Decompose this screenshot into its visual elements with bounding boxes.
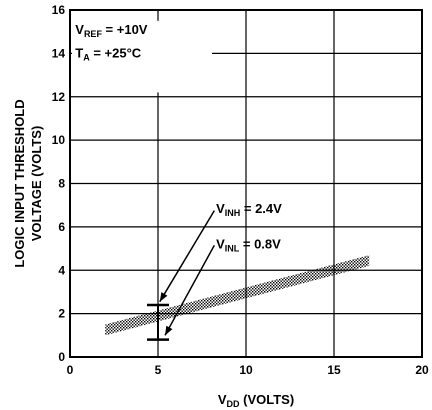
x-tick-label: 10 <box>239 363 253 377</box>
y-tick-label: 10 <box>52 133 66 147</box>
arrow-vinl-head <box>165 325 173 336</box>
grid-lines <box>70 10 422 357</box>
condition-ta-sub: A <box>83 53 90 63</box>
label-vinh-sub: INH <box>225 208 241 218</box>
label-vinh-rest: = 2.4V <box>240 201 282 216</box>
label-vinl-sub: INL <box>225 244 240 254</box>
x-axis-title-sub: DD <box>227 399 240 409</box>
threshold-band-layer <box>105 255 370 336</box>
condition-vref-sub: REF <box>84 29 103 39</box>
x-axis-title: VDD (VOLTS) <box>218 392 294 409</box>
label-vinh-main: V <box>216 201 225 216</box>
label-vinl-rest: = 0.8V <box>239 237 281 252</box>
condition-ta-main: T <box>75 46 83 61</box>
label-vinl-main: V <box>216 237 225 252</box>
x-tick-label: 15 <box>327 363 341 377</box>
condition-ta-rest: = +25°C <box>90 46 142 61</box>
y-tick-label: 6 <box>58 220 65 234</box>
y-tick-label: 14 <box>52 46 66 60</box>
condition-ta: TA = +25°C <box>75 46 142 63</box>
x-axis-title-main: V <box>218 392 227 407</box>
y-tick-label: 4 <box>58 263 65 277</box>
y-axis-title: LOGIC INPUT THRESHOLD VOLTAGE (VOLTS) <box>12 99 44 267</box>
x-tick-label: 20 <box>415 363 429 377</box>
x-axis-title-rest: (VOLTS) <box>240 392 295 407</box>
plot-frame <box>69 9 423 358</box>
label-vinl: VINL = 0.8V <box>216 237 281 254</box>
y-tick-label: 0 <box>58 350 65 364</box>
arrow-vinl-line <box>164 244 215 336</box>
conditions-backdrop <box>72 20 212 93</box>
x-tick-label: 5 <box>155 363 162 377</box>
condition-vref: VREF = +10V <box>75 22 148 39</box>
y-tick-label: 12 <box>52 90 66 104</box>
threshold-band <box>105 255 370 336</box>
tick-labels: 0 5 10 15 20 0 2 4 6 8 10 12 14 16 <box>52 3 429 377</box>
y-tick-label: 8 <box>58 177 65 191</box>
x-tick-label: 0 <box>67 363 74 377</box>
arrow-vinh-line <box>159 210 215 303</box>
arrow-vinh-head <box>159 292 168 302</box>
condition-vref-main: V <box>75 22 84 37</box>
condition-vref-rest: = +10V <box>102 22 148 37</box>
level-markers-layer <box>147 210 215 341</box>
label-vinh: VINH = 2.4V <box>216 201 282 218</box>
y-axis-title-line2: VOLTAGE (VOLTS) <box>29 126 44 242</box>
y-axis-title-line1: LOGIC INPUT THRESHOLD <box>12 99 27 267</box>
y-tick-label: 16 <box>52 3 66 17</box>
y-tick-label: 2 <box>58 307 65 321</box>
